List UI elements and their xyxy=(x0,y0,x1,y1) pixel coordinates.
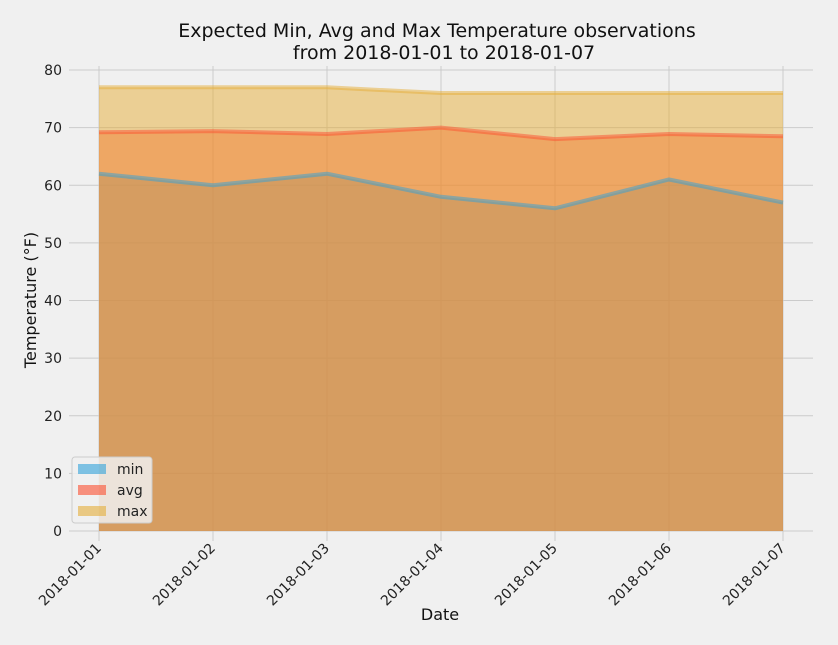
area-max xyxy=(99,87,783,531)
y-tick-label: 10 xyxy=(44,466,62,482)
y-tick-label: 40 xyxy=(44,294,62,310)
chart-title-line2: from 2018-01-01 to 2018-01-07 xyxy=(293,42,595,64)
legend: min avg max xyxy=(71,456,153,524)
legend-label-avg: avg xyxy=(117,483,143,499)
x-axis-label: Date xyxy=(421,605,459,624)
y-tick-label: 20 xyxy=(44,409,62,425)
y-tick-label: 60 xyxy=(44,178,62,194)
y-axis-label: Temperature (°F) xyxy=(21,232,40,369)
y-tick-labels: 0 10 20 30 40 50 60 70 80 xyxy=(44,63,62,540)
chart-title-line1: Expected Min, Avg and Max Temperature ob… xyxy=(178,20,695,42)
y-tick-label: 80 xyxy=(44,63,62,79)
line-max xyxy=(99,85,783,96)
legend-label-min: min xyxy=(117,462,143,478)
legend-swatch-avg xyxy=(78,485,106,495)
legend-label-max: max xyxy=(117,504,148,520)
line-avg xyxy=(98,125,784,142)
y-tick-label: 30 xyxy=(44,351,62,367)
y-tick-label: 0 xyxy=(53,524,62,540)
y-tick-label: 50 xyxy=(44,236,62,252)
line-min xyxy=(98,171,784,211)
legend-swatch-min xyxy=(78,464,106,474)
y-tick-label: 70 xyxy=(44,121,62,137)
plot-areas xyxy=(98,85,784,531)
legend-swatch-max xyxy=(78,506,106,516)
